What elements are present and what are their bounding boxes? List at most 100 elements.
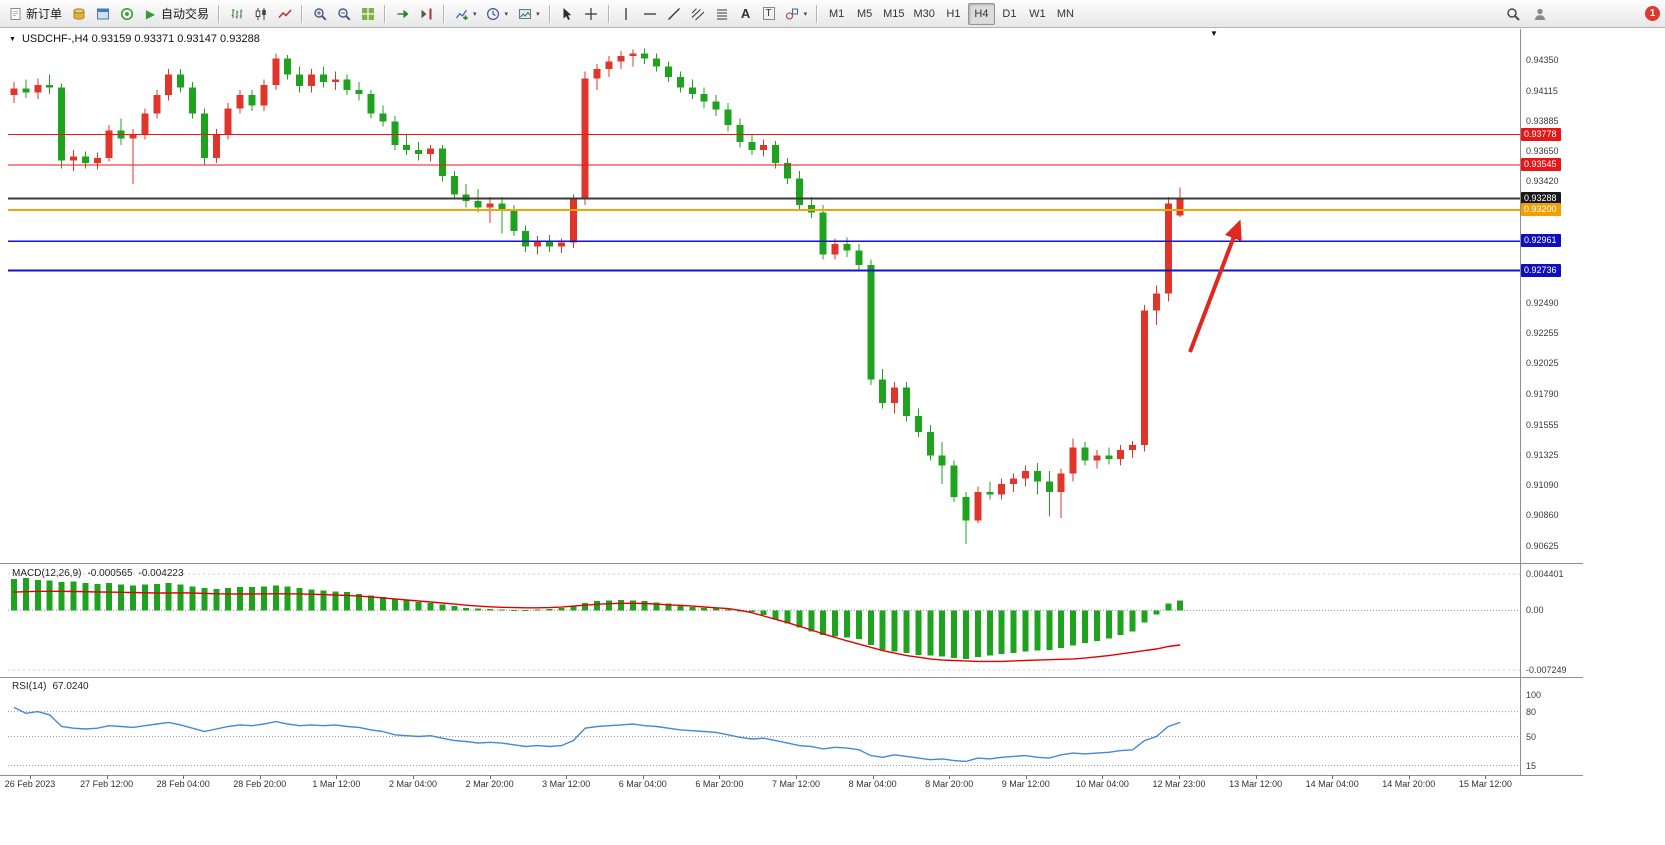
macd-chart[interactable] bbox=[8, 566, 1520, 676]
text-button[interactable]: A bbox=[735, 3, 757, 25]
vertical-line-icon bbox=[619, 6, 634, 21]
symbols-button[interactable] bbox=[67, 3, 90, 25]
time-axis-label: 26 Feb 2023 bbox=[4, 779, 56, 789]
auto-scroll-button[interactable] bbox=[391, 3, 414, 25]
candle-body bbox=[605, 61, 613, 70]
rsi-axis-label: 15 bbox=[1526, 760, 1537, 771]
timeframe-d1-button[interactable]: D1 bbox=[1002, 7, 1017, 20]
chart-shift-button[interactable] bbox=[415, 3, 438, 25]
collapse-triangle-icon[interactable]: ▼ bbox=[9, 35, 16, 43]
price-chart[interactable] bbox=[8, 30, 1520, 563]
timeframe-m1-button[interactable]: M1 bbox=[828, 7, 845, 20]
scroll-position-marker-icon[interactable]: ▼ bbox=[1210, 29, 1218, 38]
fibonacci-button[interactable] bbox=[711, 3, 734, 25]
time-axis-label: 10 Mar 04:00 bbox=[1075, 779, 1129, 789]
candle-body bbox=[331, 79, 339, 83]
zoom-in-button[interactable] bbox=[308, 3, 331, 25]
crosshair-button[interactable] bbox=[580, 3, 603, 25]
new-order-icon bbox=[8, 6, 23, 21]
candlestick-chart-icon bbox=[253, 6, 268, 21]
macd-histogram-bar bbox=[1058, 610, 1065, 649]
notifications-badge[interactable]: 1 bbox=[1645, 6, 1660, 21]
candle-body bbox=[748, 142, 756, 151]
candle-body bbox=[962, 496, 970, 521]
panel-separator[interactable] bbox=[0, 563, 1583, 564]
indicators-icon bbox=[454, 6, 469, 21]
macd-histogram-bar bbox=[1153, 610, 1160, 615]
time-axis-tick bbox=[259, 775, 261, 779]
price-axis-label: 0.93885 bbox=[1526, 115, 1559, 126]
candle-body bbox=[510, 210, 518, 231]
macd-histogram-bar bbox=[1105, 610, 1112, 639]
auto-trading-button[interactable]: ▶ 自动交易 bbox=[139, 3, 213, 25]
toolbar-spacer bbox=[1555, 13, 1641, 14]
new-order-button[interactable]: 新订单 bbox=[4, 3, 66, 25]
trendline-icon bbox=[667, 6, 682, 21]
price-axis-label: 0.92025 bbox=[1526, 358, 1559, 369]
templates-button[interactable]: ▾ bbox=[513, 3, 544, 25]
macd-histogram-bar bbox=[760, 610, 767, 616]
time-axis-label: 2 Mar 20:00 bbox=[465, 779, 514, 789]
zoom-out-button[interactable] bbox=[332, 3, 355, 25]
macd-histogram-bar bbox=[1141, 610, 1148, 623]
timeframe-m15-button[interactable]: M15 bbox=[883, 7, 905, 20]
timeframe-m30-button[interactable]: M30 bbox=[913, 7, 935, 20]
notifications-count: 1 bbox=[1649, 8, 1656, 19]
timeframe-w1-button[interactable]: W1 bbox=[1029, 7, 1046, 20]
rsi-chart[interactable] bbox=[8, 679, 1520, 775]
candle-body bbox=[665, 66, 672, 77]
time-axis-tick bbox=[1025, 775, 1027, 779]
indicators-button[interactable]: ▾ bbox=[450, 3, 481, 25]
timeframe-h1-button[interactable]: H1 bbox=[946, 7, 961, 20]
rsi-axis-label: 50 bbox=[1526, 731, 1537, 742]
time-axis-label: 27 Feb 12:00 bbox=[80, 779, 134, 789]
macd-histogram-bar bbox=[165, 583, 172, 611]
time-axis-tick bbox=[106, 775, 108, 779]
candle-body bbox=[462, 194, 470, 201]
search-button[interactable] bbox=[1501, 3, 1524, 25]
channel-button[interactable] bbox=[687, 3, 710, 25]
bar-chart-button[interactable] bbox=[225, 3, 248, 25]
shapes-button[interactable]: ▾ bbox=[781, 3, 812, 25]
macd-histogram-bar bbox=[951, 610, 958, 659]
candle-body bbox=[831, 243, 839, 255]
horizontal-line-button[interactable] bbox=[639, 3, 662, 25]
macd-histogram-bar bbox=[391, 598, 398, 611]
price-level-badge: 0.93288 bbox=[1521, 191, 1561, 205]
toolbar-separator bbox=[816, 4, 819, 23]
candle-body bbox=[1176, 198, 1184, 216]
candle-body bbox=[212, 134, 220, 158]
macd-histogram-bar bbox=[963, 610, 969, 659]
signals-button[interactable] bbox=[115, 3, 138, 25]
macd-histogram-bar bbox=[141, 584, 148, 611]
periods-button[interactable]: ▾ bbox=[482, 3, 513, 25]
candle-body bbox=[629, 53, 637, 57]
macd-label: MACD(12,26,9) -0.000565 -0.004223 bbox=[12, 568, 184, 579]
accounts-button[interactable] bbox=[1528, 3, 1551, 25]
macd-histogram-bar bbox=[832, 610, 839, 637]
line-chart-button[interactable] bbox=[273, 3, 296, 25]
price-axis-label: 0.94350 bbox=[1526, 55, 1559, 65]
candlestick-chart-button[interactable] bbox=[249, 3, 272, 25]
candle-body bbox=[81, 156, 89, 164]
price-axis-label: 0.93420 bbox=[1526, 176, 1559, 187]
tile-windows-button[interactable] bbox=[356, 3, 379, 25]
timeframe-mn-button[interactable]: MN bbox=[1056, 7, 1074, 20]
text-label-button[interactable]: T bbox=[758, 3, 780, 25]
time-axis-tick bbox=[642, 775, 644, 779]
market-watch-button[interactable] bbox=[91, 3, 114, 25]
macd-histogram-bar bbox=[225, 588, 232, 611]
vertical-line-button[interactable] bbox=[615, 3, 638, 25]
trendline-button[interactable] bbox=[663, 3, 686, 25]
panel-separator[interactable] bbox=[0, 677, 1583, 678]
time-axis-label: 28 Feb 04:00 bbox=[156, 779, 210, 789]
chart-title-text: USDCHF-,H4 0.93159 0.93371 0.93147 0.932… bbox=[21, 33, 260, 45]
macd-histogram-bar bbox=[94, 583, 101, 611]
cursor-button[interactable] bbox=[556, 3, 579, 25]
tile-windows-icon bbox=[360, 6, 375, 21]
time-axis-label: 2 Mar 04:00 bbox=[388, 779, 438, 789]
timeframe-m5-button[interactable]: M5 bbox=[856, 7, 873, 20]
macd-histogram-bar bbox=[594, 601, 601, 611]
candle-body bbox=[308, 74, 315, 87]
timeframe-h4-button[interactable]: H4 bbox=[967, 2, 995, 25]
